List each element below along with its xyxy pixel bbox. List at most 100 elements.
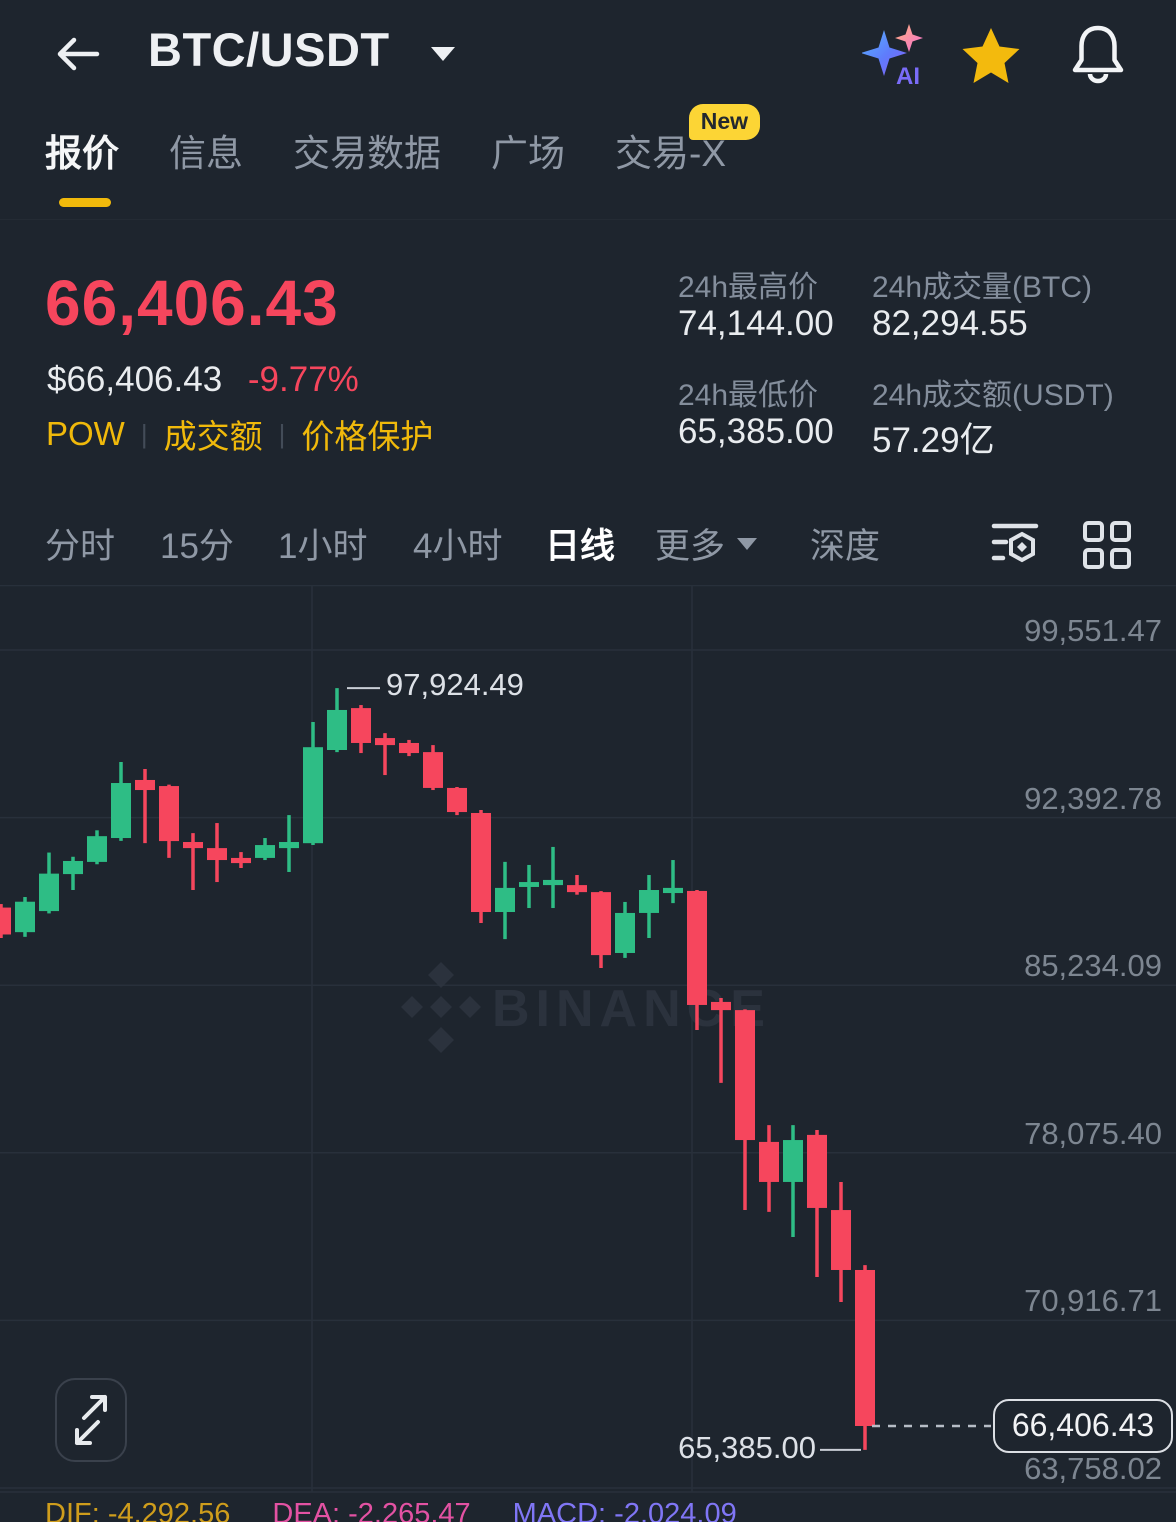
stat-turnover-usdt-label: 24h成交额(USDT) [872,379,1114,412]
candle-body [135,779,155,791]
candle-body [63,860,83,875]
ai-icon[interactable]: AI [862,22,928,92]
tab-info-label: 信息 [169,133,243,174]
stat-low-value: 65,385.00 [678,412,834,451]
candle-body [543,879,563,886]
y-axis-label: 78,075.40 [1024,1115,1162,1151]
y-axis-label: 63,758.02 [1024,1451,1162,1486]
candle-body [231,857,251,864]
tab-trading-data-label: 交易数据 [293,133,441,174]
candle-body [663,887,683,894]
last-price-tag[interactable]: 66,406.43 [993,1398,1173,1453]
back-button[interactable] [50,26,106,82]
notification-bell-icon[interactable] [1068,22,1128,90]
price-protection-badge[interactable]: 价格保护 [301,418,434,455]
candle-body [327,709,347,751]
timeframe-minutes[interactable]: 分时 [45,527,116,566]
timeframe-more-dropdown[interactable]: 更多 [655,518,759,569]
dif-value: DIF: -4,292.56 [45,1498,231,1522]
macd-value: MACD: -2,024.09 [512,1498,737,1522]
candle-body [87,836,107,862]
candle-body [615,912,635,953]
header: BTC/USDT AI [0,0,1176,110]
dea-value: DEA: -2,265.47 [272,1498,471,1522]
volume-badge[interactable]: 成交额 [163,418,263,455]
new-badge: New [688,104,760,140]
candlestick-chart[interactable]: BINANCE 97,924.49 65,385.00 66,406.43 99… [0,585,1176,1522]
candle-body [519,882,539,887]
pair-title[interactable]: BTC/USDT [148,23,390,76]
candlestick-plot: BINANCE [0,585,1176,1493]
candle-body [471,812,491,913]
tab-quote-label: 报价 [45,133,119,174]
y-axis-label: 85,234.09 [1024,948,1162,984]
timeframe-bar: 分时 15分 1小时 4小时 日线 更多 深度 [0,512,1176,572]
candle-body [15,901,35,933]
candle-body [0,907,11,935]
y-axis-label: 99,551.47 [1024,613,1162,648]
candle-body [39,873,59,912]
high-price-annotation: 97,924.49 [386,667,524,703]
candle-body [831,1210,851,1270]
fullscreen-expand-button[interactable] [55,1378,127,1462]
tab-quote[interactable]: 报价 [45,128,119,207]
candle-body [399,742,419,754]
stat-high-label: 24h最高价 [678,271,819,304]
stat-volume-btc-label: 24h成交量(BTC) [872,271,1093,304]
depth-tab[interactable]: 深度 [810,527,881,566]
timeframe-4h[interactable]: 4小时 [413,527,503,566]
tab-info[interactable]: 信息 [169,128,243,188]
indicator-settings-icon[interactable] [990,520,1042,572]
candle-body [687,890,707,1005]
candle-body [423,752,443,788]
candle-body [855,1269,875,1426]
candle-body [783,1140,803,1182]
chevron-down-icon [737,538,758,550]
candle-body [759,1141,779,1182]
tab-trade-x[interactable]: 交易-X New [615,104,760,188]
stat-low-label: 24h最低价 [678,379,819,412]
change-percent: -9.77% [247,360,359,399]
tab-trading-data[interactable]: 交易数据 [293,128,441,188]
token-badges-row: POW | 成交额 | 价格保护 [46,410,433,458]
pow-badge[interactable]: POW [46,415,125,452]
pair-dropdown-caret-icon[interactable] [428,44,458,64]
candle-body [183,842,203,849]
active-tab-underline [59,198,111,207]
timeframe-1d[interactable]: 日线 [545,527,616,566]
tab-square-label: 广场 [491,133,565,174]
candle-body [303,747,323,844]
fiat-price: $66,406.43 [47,360,223,399]
tab-square[interactable]: 广场 [491,128,565,188]
candle-body [711,1001,731,1011]
layout-grid-icon[interactable] [1082,520,1132,570]
candle-body [159,786,179,842]
timeframe-more-label: 更多 [655,527,726,566]
price-sub-row: $66,406.43 -9.77% [47,360,359,400]
candle-body [447,787,467,813]
low-price-annotation: 65,385.00 [678,1429,816,1465]
badge-separator: | [140,418,148,449]
svg-text:AI: AI [896,63,920,90]
candle-body [639,890,659,913]
candle-body [207,848,227,861]
candle-body [807,1134,827,1208]
candle-body [255,845,275,858]
expand-arrows-icon [75,1395,107,1445]
timeframe-15m[interactable]: 15分 [160,527,234,566]
candle-body [279,842,299,849]
y-axis-label: 70,916.71 [1024,1283,1162,1319]
stat-volume-btc-value: 82,294.55 [872,304,1028,343]
favorite-star-icon[interactable] [960,26,1022,86]
badge-separator: | [278,418,286,449]
candle-body [591,892,611,956]
timeframe-1h[interactable]: 1小时 [278,527,368,566]
stat-turnover-usdt-value: 57.29亿 [872,421,995,460]
back-arrow-icon [57,37,100,71]
candle-body [567,885,587,893]
stat-high-value: 74,144.00 [678,304,834,343]
candle-body [735,1010,755,1141]
candle-body [375,738,395,746]
y-axis-label: 92,392.78 [1024,780,1162,816]
section-tabs: 报价 信息 交易数据 广场 交易-X New [0,104,1176,220]
